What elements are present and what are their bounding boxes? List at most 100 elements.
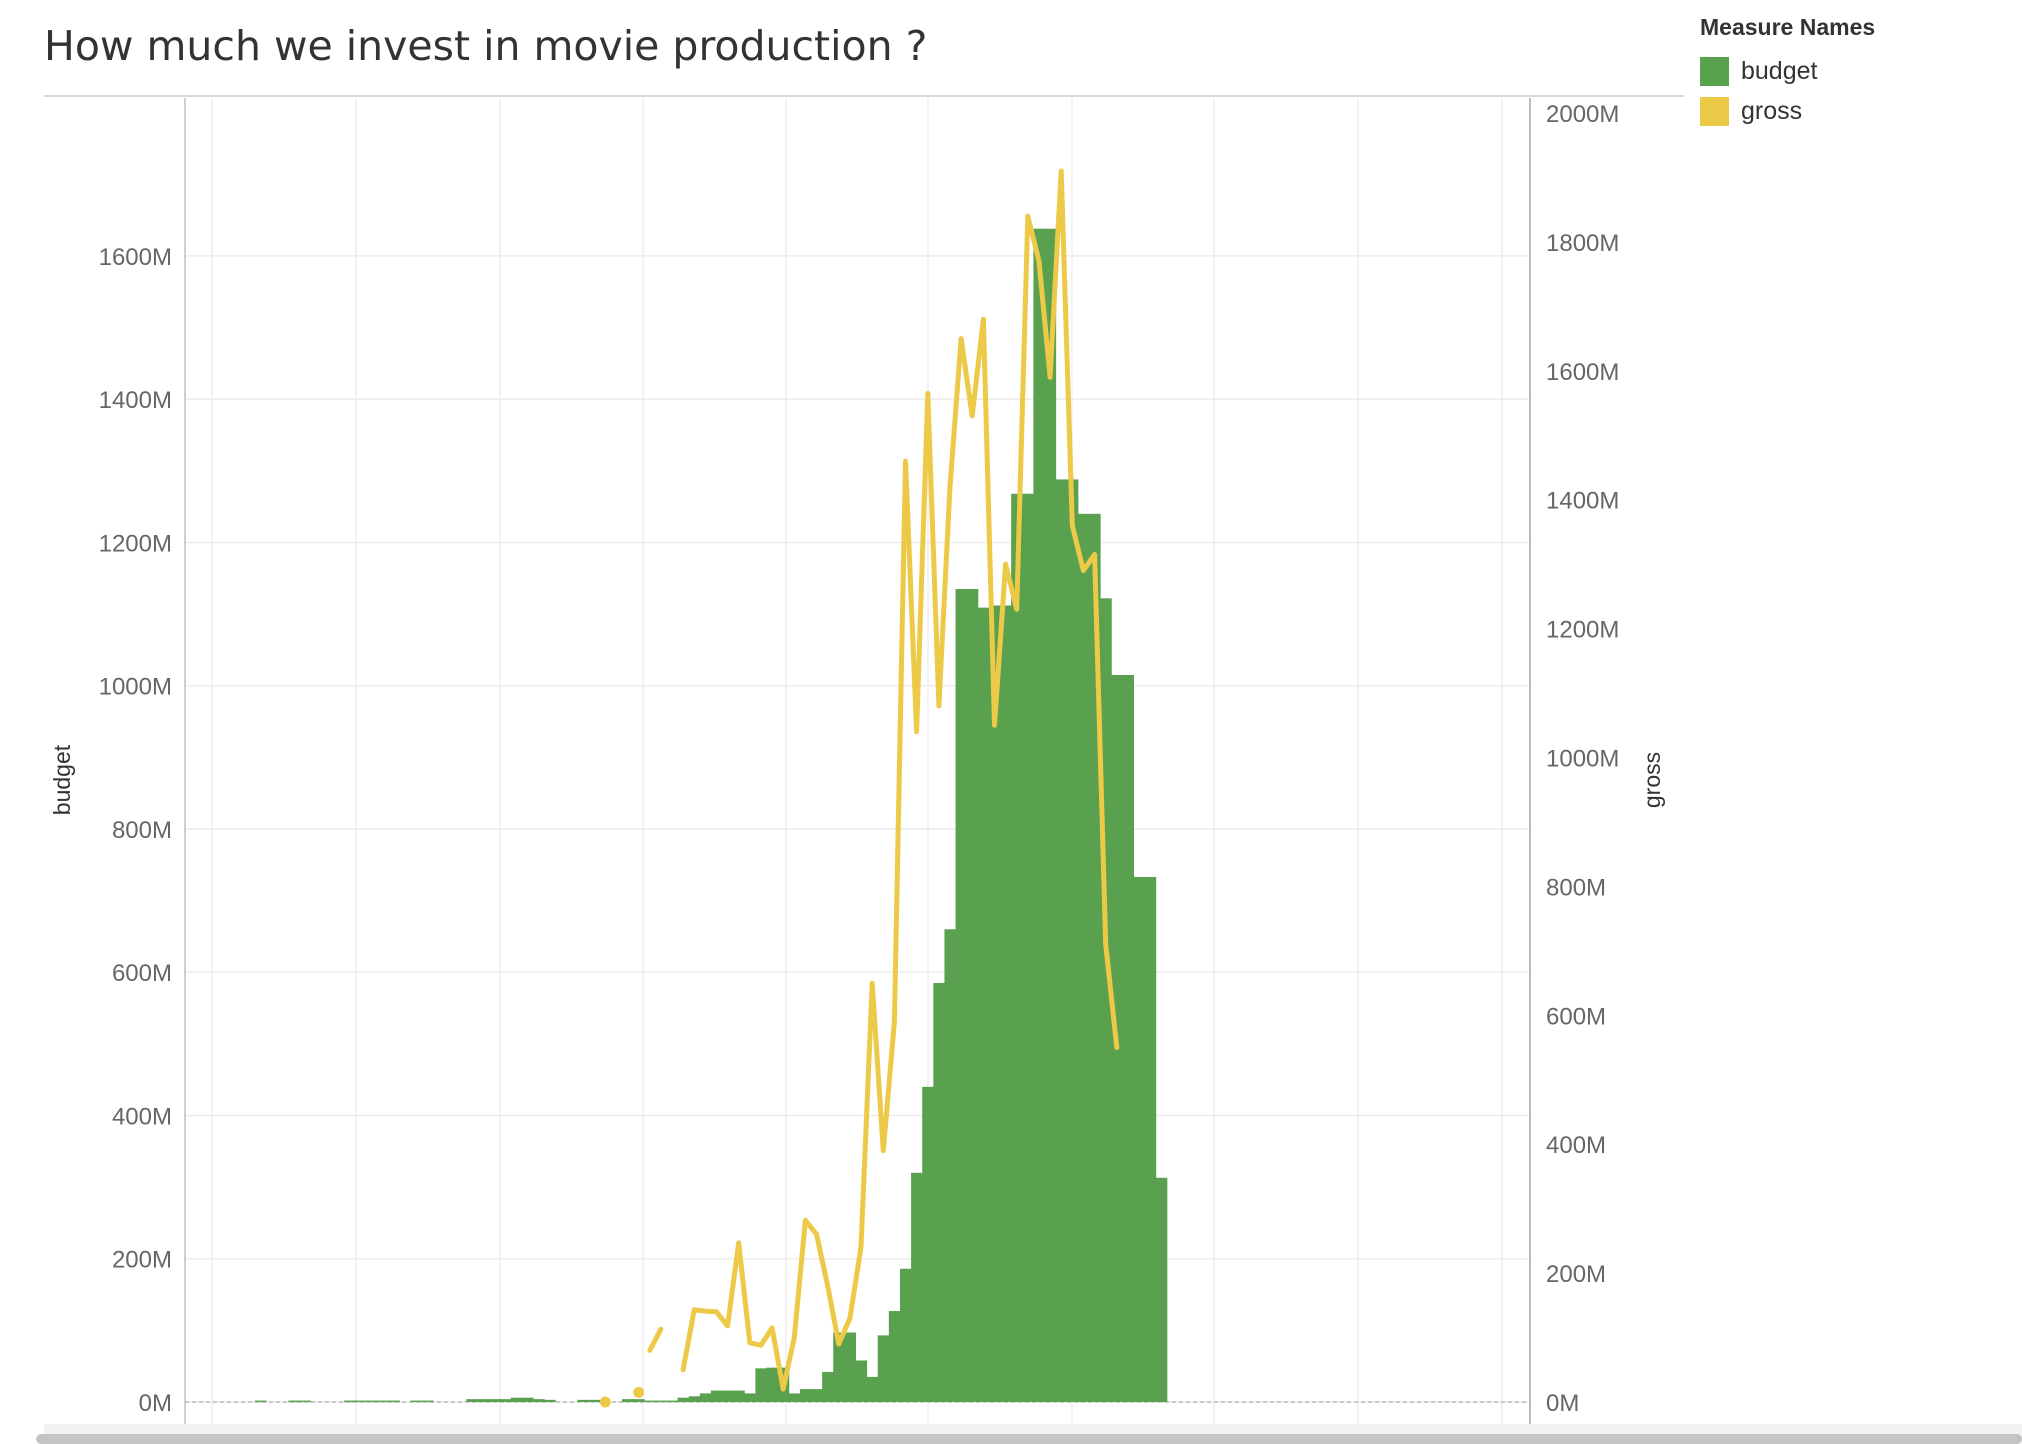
budget-bar [644, 1400, 656, 1403]
budget-bar [722, 1390, 734, 1402]
budget-bar [488, 1399, 501, 1402]
y-left-tick-label: 1200M [99, 530, 172, 557]
y-right-tick-label: 600M [1546, 1003, 1606, 1030]
budget-bar [1011, 493, 1023, 1402]
budget-bar [533, 1399, 545, 1402]
y-left-tick-label: 1600M [99, 244, 172, 271]
budget-bar [521, 1397, 534, 1402]
horizontal-scrollbar-thumb[interactable] [36, 1434, 2022, 1444]
y-right-tick-label: 1800M [1546, 230, 1619, 257]
legend-swatch-gross [1700, 96, 1729, 126]
budget-bar [822, 1371, 834, 1402]
y-right-tick-label: 1200M [1546, 617, 1619, 644]
budget-bar [499, 1399, 512, 1402]
budget-bar [955, 589, 968, 1402]
budget-bar [288, 1400, 300, 1403]
budget-bar [811, 1389, 823, 1402]
y-right-tick-label: 0M [1546, 1390, 1579, 1417]
budget-bar [1000, 605, 1012, 1402]
budget-bar [1089, 513, 1101, 1402]
legend-label-gross: gross [1741, 96, 1803, 125]
budget-bar [1100, 598, 1112, 1402]
budget-bar [1033, 228, 1046, 1403]
budget-bar [1066, 479, 1079, 1402]
y-left-tick-label: 200M [112, 1247, 172, 1274]
gross-line-segment [647, 1326, 664, 1353]
legend-item-gross[interactable]: gross [1700, 91, 1875, 131]
budget-bar [988, 605, 1001, 1402]
y-right-axis-label: gross [1639, 752, 1665, 808]
budget-bar [788, 1393, 801, 1402]
budget-bar [666, 1400, 679, 1403]
budget-bar [699, 1393, 712, 1402]
budget-bar [755, 1368, 768, 1402]
legend: Measure Names budget gross [1700, 14, 1875, 131]
title-divider [44, 95, 1684, 97]
budget-bar [744, 1393, 756, 1402]
budget-bar [877, 1335, 890, 1402]
budget-bar [1155, 1177, 1168, 1402]
budget-bar [844, 1332, 856, 1402]
budget-bar [1144, 876, 1157, 1402]
budget-bar [944, 929, 957, 1402]
legend-item-budget[interactable]: budget [1700, 51, 1875, 91]
legend-swatch-budget [1700, 56, 1729, 86]
budget-bar [888, 1311, 901, 1402]
budget-bar [977, 607, 990, 1402]
budget-bar [621, 1399, 634, 1402]
budget-bar [933, 982, 945, 1402]
budget-bar [355, 1400, 367, 1403]
y-right-tick-label: 400M [1546, 1132, 1606, 1159]
y-right-tick-label: 2000M [1546, 101, 1619, 128]
budget-bar [799, 1389, 812, 1402]
budget-bar [421, 1400, 434, 1403]
budget-bar [866, 1376, 879, 1402]
budget-bar [366, 1400, 378, 1403]
budget-bar [911, 1172, 923, 1402]
budget-bar [710, 1390, 723, 1402]
budget-bar [343, 1400, 356, 1403]
budget-bar [1077, 513, 1090, 1402]
budget-bar [377, 1400, 389, 1403]
legend-title: Measure Names [1700, 14, 1876, 40]
budget-bar [855, 1360, 868, 1402]
budget-bar [255, 1400, 267, 1403]
budget-bar [510, 1397, 523, 1402]
budget-bar [966, 589, 979, 1402]
budget-bar [1122, 674, 1134, 1402]
y-right-tick-label: 200M [1546, 1261, 1606, 1288]
y-left-tick-label: 600M [112, 960, 172, 987]
y-right-tick-label: 1000M [1546, 746, 1619, 773]
y-left-tick-label: 400M [112, 1103, 172, 1130]
budget-bar [733, 1390, 745, 1402]
budget-bar [577, 1399, 590, 1402]
budget-bar [766, 1367, 779, 1402]
budget-bar [1055, 479, 1068, 1402]
gross-point [599, 1396, 611, 1408]
budget-bar [1044, 228, 1057, 1403]
chart-title: How much we invest in movie production ? [44, 22, 928, 70]
budget-bar [677, 1397, 690, 1402]
budget-bar [544, 1399, 556, 1402]
budget-bar [477, 1399, 490, 1402]
budget-bar [410, 1400, 423, 1403]
budget-bar [833, 1332, 845, 1402]
budget-bar [922, 1086, 934, 1402]
budget-bar [899, 1268, 912, 1402]
budget-bar [655, 1400, 667, 1403]
y-left-tick-label: 1000M [99, 674, 172, 701]
budget-bar [688, 1396, 701, 1402]
y-left-tick-label: 800M [112, 817, 172, 844]
y-right-tick-label: 1600M [1546, 359, 1619, 386]
budget-bar [388, 1400, 401, 1403]
gross-point [633, 1386, 645, 1398]
budget-bar [633, 1399, 645, 1402]
y-right-tick-label: 1400M [1546, 488, 1619, 515]
gross-line [680, 168, 1120, 1392]
y-right-tick-label: 800M [1546, 874, 1606, 901]
budget-bar [466, 1399, 478, 1402]
budget-bar [1133, 876, 1146, 1402]
budget-bar [588, 1399, 601, 1402]
budget-bar [299, 1400, 312, 1403]
